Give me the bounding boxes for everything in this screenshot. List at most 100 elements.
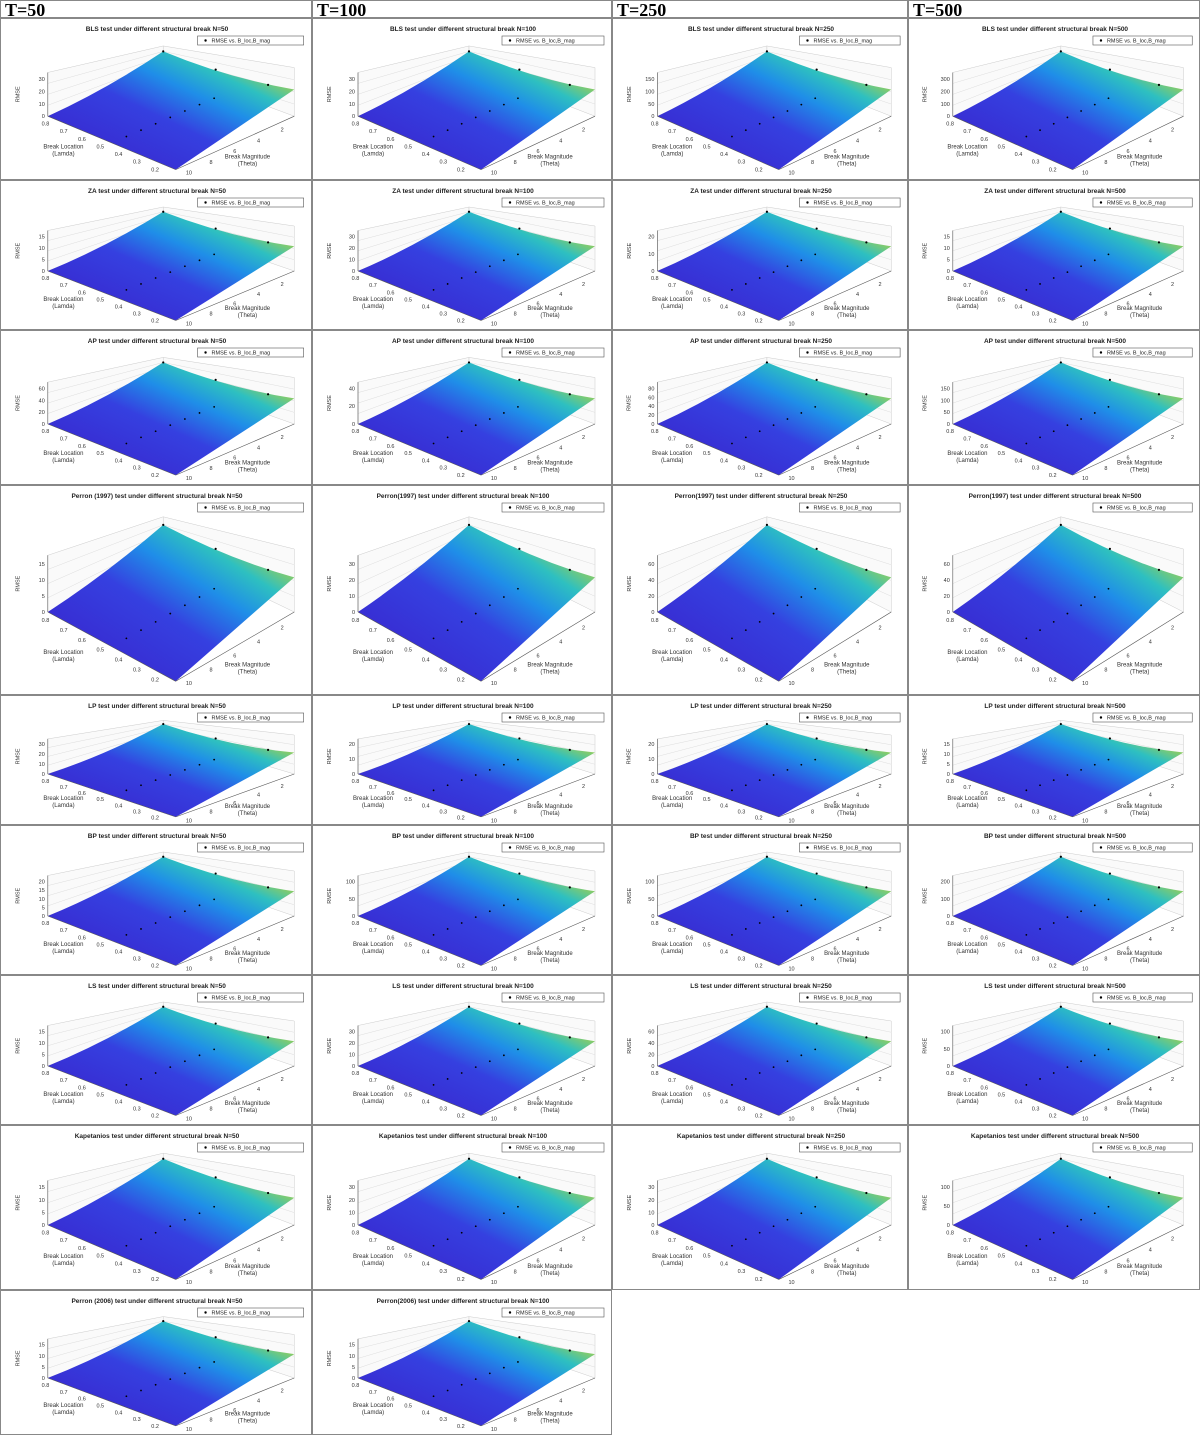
legend-label: RMSE vs. B_loc,B_mag	[516, 1311, 575, 1317]
surface	[657, 724, 892, 817]
legend-marker	[508, 351, 512, 354]
x-tick-label: 0.7	[60, 928, 68, 934]
sample-dot	[815, 1176, 818, 1179]
legend-marker	[204, 39, 207, 42]
x-tick-label: 0.3	[439, 956, 447, 962]
z-tick-label: 5	[42, 258, 45, 264]
sample-dot	[474, 424, 477, 427]
z-tick-label: 10	[349, 1354, 355, 1360]
sample-dot	[1108, 1022, 1111, 1025]
x-tick-label: 0.4	[422, 1099, 430, 1105]
sample-dot	[731, 637, 733, 640]
z-axis-label: RMSE	[16, 748, 22, 764]
x-tick-label: 0.3	[738, 1269, 746, 1275]
z-axis-label: RMSE	[627, 1194, 633, 1210]
sample-dot	[125, 135, 128, 138]
y-tick-label: 4	[257, 1398, 260, 1404]
sample-dot	[1025, 1083, 1028, 1086]
x-tick-label: 0.4	[422, 803, 430, 809]
sample-dot	[1052, 277, 1055, 279]
legend-marker	[508, 1311, 512, 1314]
surface-plot: LP test under different structural break…	[16, 703, 304, 824]
legend-box	[799, 842, 901, 853]
x-tick-label: 0.3	[133, 1269, 141, 1275]
z-tick-label: 0	[651, 1223, 654, 1229]
sample-dot	[1093, 1054, 1096, 1057]
sample-dot	[1093, 904, 1096, 907]
y-tick-label: 2	[878, 128, 881, 134]
z-tick-label: 0	[42, 1223, 45, 1229]
y-tick-label: 2	[582, 1077, 585, 1083]
panel: Kapetanios test under different structur…	[612, 1125, 908, 1290]
x-tick-label: 0.3	[1032, 1269, 1040, 1275]
y-tick-label: 10	[186, 170, 192, 176]
y-tick-label: 8	[514, 312, 517, 318]
y-axis-label: (Theta)	[1130, 467, 1149, 473]
sample-dot	[1108, 1176, 1111, 1179]
y-tick-label: 4	[1149, 292, 1152, 298]
x-tick-label: 0.3	[1032, 311, 1040, 317]
x-tick-label: 0.2	[457, 167, 465, 173]
x-tick-label: 0.3	[439, 160, 447, 166]
z-tick-label: 30	[648, 1185, 654, 1191]
legend-box	[799, 35, 901, 46]
z-tick-label: 50	[648, 897, 654, 903]
z-tick-label: 0	[947, 269, 950, 275]
surface-plot: LS test under different structural break…	[16, 983, 304, 1123]
sample-dot	[786, 910, 789, 913]
y-tick-label: 2	[582, 435, 585, 441]
sample-dot	[1157, 1036, 1161, 1039]
y-tick-label: 10	[186, 476, 192, 482]
sample-dot	[772, 774, 775, 776]
x-tick-label: 0.7	[369, 129, 377, 135]
y-axis	[175, 1065, 295, 1116]
x-axis-label: Break Location	[353, 796, 393, 802]
y-axis-label: (Theta)	[837, 313, 856, 319]
legend-marker	[508, 506, 512, 509]
x-tick-label: 0.5	[404, 1254, 412, 1260]
sample-dot	[488, 1372, 491, 1375]
sample-dot	[502, 1212, 505, 1215]
z-tick-label: 15	[349, 1343, 355, 1349]
x-tick-label: 0.8	[651, 1071, 659, 1077]
z-axis-label: RMSE	[923, 86, 929, 102]
sample-dot	[169, 612, 172, 615]
panel-title: Kapetanios test under different structur…	[971, 1133, 1140, 1140]
x-tick-label: 0.4	[422, 304, 430, 310]
y-tick-label: 6	[1127, 302, 1130, 308]
sample-dot	[488, 910, 491, 913]
sample-dot	[488, 418, 491, 420]
sample-dot	[213, 587, 216, 590]
legend-marker	[1099, 846, 1103, 849]
x-tick-label: 0.7	[668, 1078, 676, 1084]
y-tick-label: 2	[582, 927, 585, 933]
x-tick-label: 0.6	[387, 1246, 395, 1252]
sample-dot	[162, 210, 165, 213]
x-tick-label: 0.6	[686, 791, 694, 797]
sample-dot	[214, 547, 217, 550]
z-tick-label: 10	[39, 102, 45, 108]
legend-marker	[204, 351, 207, 354]
sample-dot	[162, 855, 165, 858]
x-tick-label: 0.5	[96, 797, 104, 803]
x-tick-label: 0.3	[1032, 667, 1040, 673]
z-tick-label: 30	[349, 235, 355, 241]
x-tick-label: 0.4	[720, 152, 728, 158]
x-axis-label: (Lamda)	[362, 803, 384, 809]
y-tick-label: 10	[1082, 1280, 1088, 1286]
z-tick-label: 10	[39, 897, 45, 903]
y-axis-label: Break Magnitude	[225, 1264, 271, 1270]
z-tick-label: 20	[648, 742, 654, 748]
y-tick-label: 4	[856, 445, 859, 451]
y-tick-label: 8	[811, 957, 814, 963]
z-tick-label: 0	[42, 422, 45, 428]
y-axis-label: (Theta)	[1130, 1271, 1149, 1277]
sample-dot	[568, 241, 571, 244]
x-tick-label: 0.4	[1015, 658, 1023, 664]
sample-dot	[815, 227, 818, 230]
sample-dot	[467, 1157, 471, 1160]
x-tick-label: 0.8	[651, 618, 659, 624]
column-header: T=250	[612, 0, 908, 19]
sample-dot	[758, 430, 761, 433]
legend-box	[1092, 992, 1193, 1003]
